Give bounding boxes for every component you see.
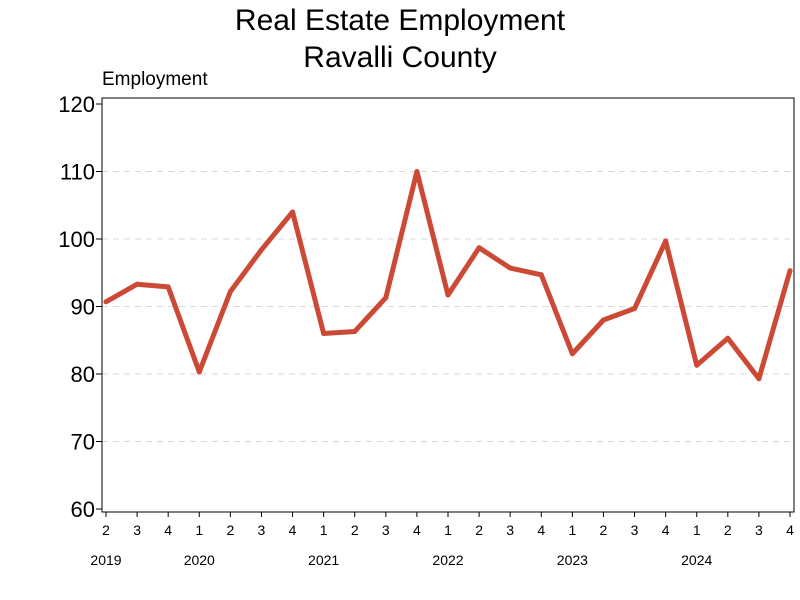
year-label: 2020: [184, 552, 215, 568]
series-layer: [103, 169, 793, 382]
data-point: [383, 295, 389, 301]
data-point: [569, 351, 575, 357]
data-point: [103, 299, 109, 305]
x-tick-label: 4: [537, 522, 545, 538]
y-tick-label: 70: [71, 430, 95, 455]
chart-title-line1: Real Estate Employment: [235, 4, 566, 37]
data-point: [694, 362, 700, 368]
data-point: [196, 369, 202, 375]
data-point: [414, 169, 420, 174]
year-label: 2023: [557, 552, 588, 568]
x-tick-label: 4: [289, 522, 297, 538]
x-tick-label: 1: [693, 522, 701, 538]
year-label: 2019: [90, 552, 121, 568]
data-point: [321, 331, 327, 336]
y-axis-label: Employment: [102, 69, 208, 90]
data-point: [165, 284, 171, 290]
y-tick-label: 80: [71, 362, 95, 387]
data-point: [352, 328, 358, 334]
x-tick-label: 4: [164, 522, 172, 538]
y-tick-label: 120: [58, 92, 95, 117]
data-point: [227, 289, 233, 295]
x-tick-label: 4: [413, 522, 421, 538]
x-tick-label: 3: [382, 522, 390, 538]
data-point: [538, 272, 544, 278]
plot-frame: [101, 97, 795, 513]
x-tick-label: 4: [786, 522, 794, 538]
x-tick-label: 1: [195, 522, 203, 538]
year-label: 2021: [308, 552, 339, 568]
x-tick-label: 3: [631, 522, 639, 538]
x-tick-label: 1: [320, 522, 328, 538]
data-point: [258, 247, 264, 253]
x-tick-label: 1: [568, 522, 576, 538]
data-point: [476, 245, 482, 251]
x-tick-label: 2: [226, 522, 234, 538]
x-tick-label: 4: [662, 522, 670, 538]
year-label: 2022: [432, 552, 463, 568]
series-line: [103, 169, 793, 382]
x-tick-label: 2: [351, 522, 359, 538]
x-tick-label: 3: [755, 522, 763, 538]
data-point: [725, 335, 731, 341]
axis-layer: 60 70 80 90 100 110 120 2 3 4 1 2 3 4 1 2 3 4 1 2 3 4 1 2 3 4 1 2 3 4…: [58, 92, 794, 568]
y-tick-label: 90: [71, 295, 95, 320]
data-point: [663, 238, 669, 244]
x-tick-label: 2: [724, 522, 732, 538]
y-tick-label: 60: [71, 497, 95, 522]
x-tick-label: 2: [600, 522, 608, 538]
data-point: [600, 317, 606, 323]
data-point: [632, 306, 638, 312]
x-tick-label: 2: [475, 522, 483, 538]
x-tick-label: 3: [506, 522, 514, 538]
data-point: [787, 268, 793, 274]
chart-title-line2: Ravalli County: [303, 41, 496, 74]
year-label: 2024: [681, 552, 712, 568]
x-tick-label: 1: [444, 522, 452, 538]
x-tick-label: 3: [133, 522, 141, 538]
x-tick-label: 2: [102, 522, 110, 538]
data-point: [134, 281, 140, 287]
data-point: [756, 376, 762, 382]
data-point: [290, 209, 296, 215]
x-tick-label: 3: [258, 522, 266, 538]
data-point: [507, 265, 513, 271]
y-tick-label: 110: [60, 160, 95, 185]
grid-layer: [102, 171, 794, 442]
data-point: [445, 292, 451, 298]
y-tick-label: 100: [58, 227, 95, 252]
